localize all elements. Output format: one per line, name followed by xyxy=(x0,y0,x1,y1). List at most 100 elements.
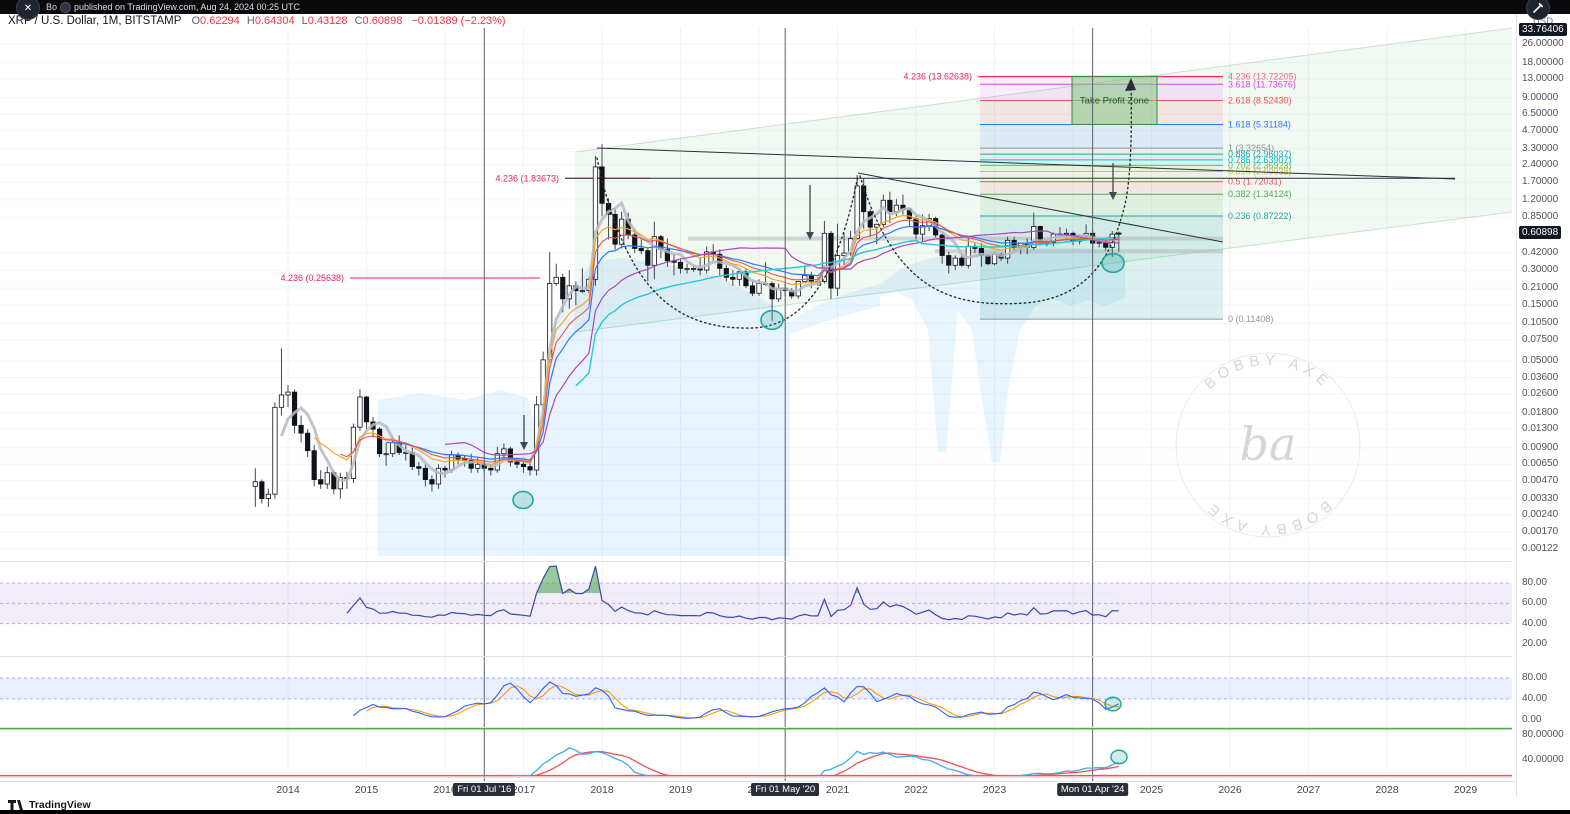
avatar xyxy=(60,1,72,13)
fib-label: 4.236 (13.72205) xyxy=(1228,71,1297,81)
fib-label: 3.618 (11.73676) xyxy=(1228,79,1296,89)
fib-label: 0 (0.11408) xyxy=(1228,314,1273,324)
top-bar: Bo published on TradingView.com, Aug 24,… xyxy=(0,0,1570,14)
publish-text: published on TradingView.com, Aug 24, 20… xyxy=(74,2,300,12)
cloud-layer xyxy=(378,248,1125,556)
ohlc-open: O0.62294 xyxy=(191,15,240,27)
symbol-legend: XRP / U.S. Dollar, 1M, BITSTAMP O0.62294… xyxy=(8,15,506,27)
fib-label: 1.618 (5.31184) xyxy=(1228,119,1291,129)
price-axis-label: 3.30000 xyxy=(1522,142,1559,154)
take-profit-zone-label: Take Profit Zone xyxy=(1080,95,1149,106)
tradingview-logo[interactable]: TradingView xyxy=(8,799,91,811)
year-label: 2022 xyxy=(904,784,928,796)
indicator-axis-label: 0.00 xyxy=(1522,714,1542,725)
price-axis-label: 9.00000 xyxy=(1522,91,1559,103)
fib-label: 0.5 (1.72031) xyxy=(1228,177,1282,187)
fib-label: 4.236 (1.83673) xyxy=(495,173,559,183)
price-axis-label: 6.50000 xyxy=(1522,108,1559,120)
publish-info: Bo published on TradingView.com, Aug 24,… xyxy=(46,1,300,13)
date-badge: Fri 01 May '20 xyxy=(751,783,820,796)
price-axis-label: 0.00330 xyxy=(1522,492,1559,504)
ohlc-close: C0.60898 xyxy=(354,15,403,27)
parabola-layer xyxy=(596,78,1136,329)
tradingview-logo-icon xyxy=(8,799,24,811)
date-badge: Mon 01 Apr '24 xyxy=(1056,783,1129,796)
year-label: 2014 xyxy=(276,784,300,796)
indicator-axis-label: 40.00000 xyxy=(1522,754,1564,765)
year-label: 2028 xyxy=(1375,784,1399,796)
year-label: 2019 xyxy=(668,784,693,796)
price-axis-label: 0.00900 xyxy=(1522,441,1559,453)
indicator-axis-label: 80.00 xyxy=(1522,577,1548,588)
year-label: 2027 xyxy=(1296,784,1321,796)
ohlc-high: H0.64304 xyxy=(246,15,295,27)
fib-label: 0.236 (0.87222) xyxy=(1228,211,1292,221)
year-label: 2017 xyxy=(511,784,536,796)
price-axis-label: 0.15000 xyxy=(1522,299,1559,311)
price-axis-label: 0.85000 xyxy=(1522,211,1559,223)
ma-lines xyxy=(280,200,1119,482)
time-axis[interactable]: 2014201520162017201820192020202120222023… xyxy=(0,781,1516,798)
bottom-bar xyxy=(0,810,1570,814)
currency-label: USD xyxy=(1533,16,1554,27)
price-axis-label: 0.03600 xyxy=(1522,371,1559,383)
footer-bar xyxy=(0,797,1570,810)
stoch-pane xyxy=(0,677,1512,719)
fib-label: 0.886 (2.96037) xyxy=(1228,149,1292,159)
price-axis-label: 4.70000 xyxy=(1522,124,1559,136)
price-axis-label: 0.00170 xyxy=(1522,526,1559,538)
price-axis-label: 18.00000 xyxy=(1522,56,1564,68)
fib-label: 0.382 (1.34124) xyxy=(1228,189,1292,199)
price-axis-label: 1.20000 xyxy=(1522,193,1559,205)
indicator-axis-label: 80.00 xyxy=(1522,672,1548,683)
fib-label: 4.236 (13.62638) xyxy=(903,72,972,82)
indicator-axis-label: 20.00 xyxy=(1522,638,1548,649)
year-label: 2025 xyxy=(1139,784,1164,796)
indicator-axis-label: 60.00 xyxy=(1522,597,1548,609)
wave-pane xyxy=(0,728,1512,777)
fib-label: 4.236 (0.25638) xyxy=(280,273,344,283)
price-axis-label: 0.00240 xyxy=(1522,508,1559,520)
price-axis-label: 13.00000 xyxy=(1522,73,1564,85)
fib-label: 1 (3.32654) xyxy=(1228,143,1274,153)
year-label: 2016 xyxy=(433,784,457,796)
year-label: 2023 xyxy=(982,784,1007,796)
price-badge: 0.60898 xyxy=(1519,226,1562,240)
change-value: −0.01389 (−2.23%) xyxy=(411,15,506,27)
price-axis-label: 0.05000 xyxy=(1522,354,1559,366)
fib-label: 2.618 (8.52430) xyxy=(1228,96,1292,106)
publisher-name: Bo xyxy=(46,2,58,12)
price-axis-label: 0.21000 xyxy=(1522,282,1559,294)
pane-separators xyxy=(0,561,1512,778)
price-axis-label: 0.00650 xyxy=(1522,458,1559,470)
close-icon: ✕ xyxy=(23,2,33,14)
year-label: 2021 xyxy=(825,784,850,796)
annotate-button[interactable] xyxy=(1526,0,1550,20)
rsi-pane xyxy=(0,565,1512,625)
price-axis-label: 0.01300 xyxy=(1522,423,1559,435)
price-badge: 33.76406 xyxy=(1519,22,1567,36)
indicator-axis-label: 80.00000 xyxy=(1522,729,1564,740)
price-axis-label: 0.00122 xyxy=(1522,543,1559,554)
year-label: 2015 xyxy=(354,784,379,796)
price-axis-label: 0.01800 xyxy=(1522,406,1559,418)
year-label: 2029 xyxy=(1453,784,1478,796)
tradingview-logo-text: TradingView xyxy=(29,799,91,811)
year-label: 2026 xyxy=(1218,784,1242,796)
price-axis[interactable]: USD 26.00000 18.00000 13.00000 9.00000 6.500… xyxy=(1516,14,1570,797)
arrow-layer xyxy=(520,163,1117,450)
take-profit-zone: Take Profit Zone xyxy=(1071,75,1158,125)
date-vlines xyxy=(483,28,1094,781)
price-axis-label: 0.10500 xyxy=(1522,317,1559,329)
ohlc-low: L0.43128 xyxy=(301,15,348,27)
price-axis-label: 0.30000 xyxy=(1522,264,1559,276)
indicator-axis-label: 40.00 xyxy=(1522,617,1548,629)
channel xyxy=(574,27,1513,333)
price-axis-label: 0.07500 xyxy=(1522,334,1559,346)
year-label: 2018 xyxy=(590,784,614,796)
price-axis-label: 0.00470 xyxy=(1522,474,1559,486)
highlight-circles xyxy=(512,252,1125,510)
close-button[interactable]: ✕ xyxy=(16,0,40,20)
